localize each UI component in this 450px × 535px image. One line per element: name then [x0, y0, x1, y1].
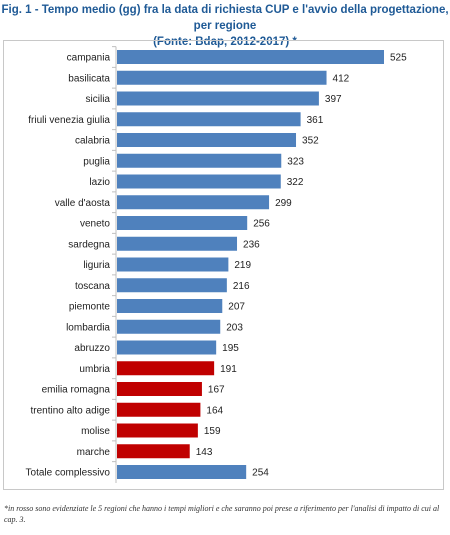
bar [117, 444, 190, 459]
data-label: 207 [228, 302, 245, 313]
data-label: 159 [204, 426, 221, 437]
data-label: 525 [390, 53, 407, 64]
bar [117, 112, 301, 127]
data-label: 167 [208, 385, 225, 396]
data-label: 195 [222, 343, 239, 354]
data-label: 254 [252, 468, 269, 479]
data-label: 323 [287, 156, 304, 167]
data-label: 219 [234, 260, 251, 271]
bar [117, 133, 297, 147]
data-label: 361 [307, 115, 324, 126]
bar [117, 216, 248, 230]
bar [117, 423, 198, 438]
bar [117, 50, 384, 64]
category-label: veneto [80, 219, 110, 230]
category-label: umbria [79, 364, 110, 375]
category-label: sardegna [68, 239, 110, 250]
bar [117, 402, 201, 417]
chart-title-line-1: Fig. 1 - Tempo medio (gg) fra la data di… [1, 4, 449, 32]
data-label: 256 [253, 219, 270, 230]
bar [117, 340, 217, 355]
bar [117, 278, 227, 293]
data-label: 352 [302, 136, 319, 147]
bar [117, 465, 247, 479]
bar [117, 174, 281, 189]
category-label: emilia romagna [42, 385, 111, 396]
category-label: lazio [89, 177, 110, 188]
footnote: *in rosso sono evidenziate le 5 regioni … [4, 504, 440, 524]
bar-chart: campania 525 basilicata 412 sicilia 397 friuli… [26, 46, 407, 483]
category-label: calabria [75, 136, 110, 147]
category-label: trentino alto adige [30, 405, 110, 416]
bar [117, 195, 270, 210]
category-label: lombardia [66, 322, 110, 333]
data-label: 191 [220, 364, 237, 375]
bar [117, 236, 238, 251]
data-label: 216 [233, 281, 250, 292]
bar [117, 382, 202, 396]
category-label: marche [77, 447, 111, 458]
data-label: 164 [206, 405, 223, 416]
category-label: piemonte [69, 302, 111, 313]
bar [117, 361, 215, 376]
data-label: 397 [325, 94, 342, 105]
category-label: valle d'aosta [55, 198, 111, 209]
category-label: abruzzo [74, 343, 110, 354]
category-label: Totale complessivo [26, 468, 111, 479]
bar [117, 153, 282, 168]
chart-title: Fig. 1 - Tempo medio (gg) fra la data di… [0, 2, 450, 50]
bar [117, 70, 327, 85]
category-label: friuli venezia giulia [28, 115, 110, 126]
category-label: molise [81, 426, 110, 437]
category-label: basilicata [68, 73, 110, 84]
data-label: 299 [275, 198, 292, 209]
bar [117, 257, 229, 272]
bar [117, 319, 221, 334]
data-label: 322 [287, 177, 304, 188]
chart-title-line-2: (Fonte: Bdap, 2012-2017) * [153, 36, 297, 48]
category-label: toscana [75, 281, 110, 292]
bar [117, 91, 319, 106]
data-label: 203 [226, 322, 243, 333]
category-label: puglia [83, 156, 110, 167]
chart-frame: campania 525 basilicata 412 sicilia 397 friuli… [3, 40, 444, 490]
category-label: liguria [83, 260, 110, 271]
data-label: 143 [196, 447, 213, 458]
category-label: campania [67, 53, 111, 64]
bar [117, 299, 223, 313]
data-label: 412 [333, 73, 350, 84]
data-label: 236 [243, 239, 260, 250]
category-label: sicilia [86, 94, 111, 105]
